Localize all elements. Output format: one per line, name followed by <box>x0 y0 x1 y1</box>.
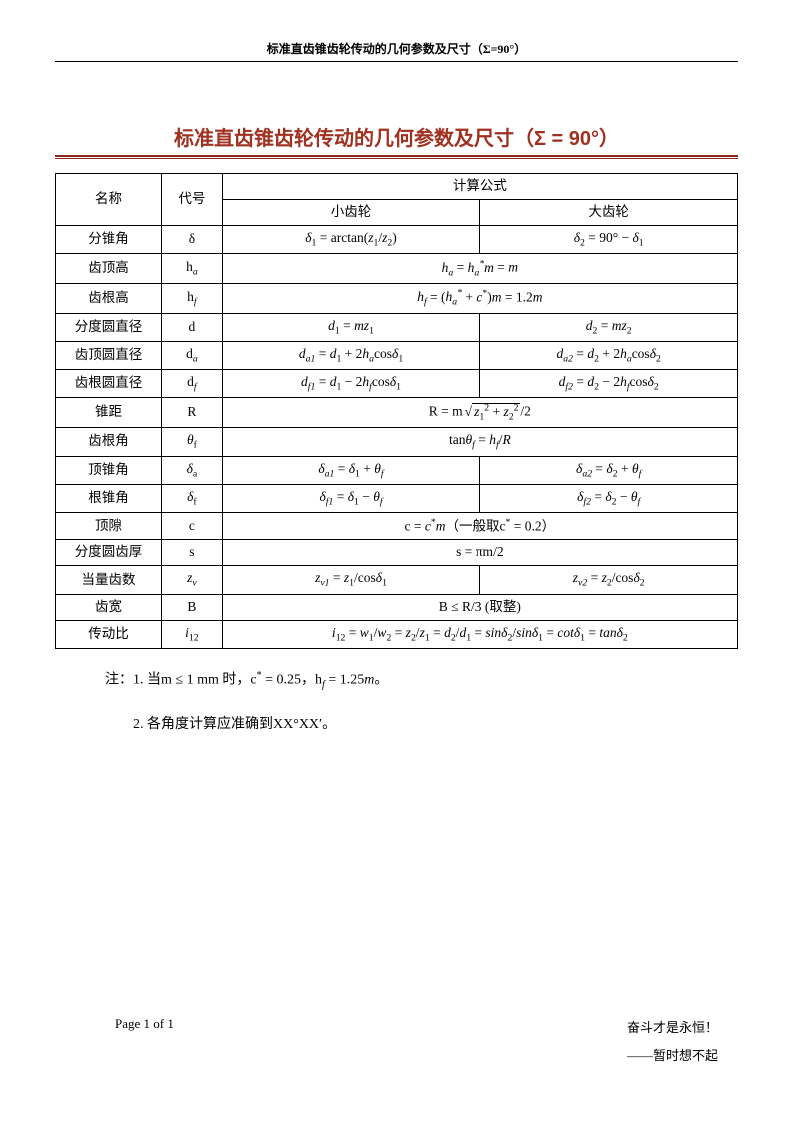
cell-sym: c <box>162 513 223 540</box>
th-formula: 计算公式 <box>222 174 737 200</box>
cell-big: δf2 = δ2 − θf <box>480 484 738 512</box>
cell-name: 齿根高 <box>56 283 162 313</box>
footer-signature: ——暂时想不起 <box>627 1044 718 1067</box>
cell-big: δ2 = 90° − δ1 <box>480 225 738 253</box>
footer-motto: 奋斗才是永恒！ <box>627 1016 718 1039</box>
cell-name: 传动比 <box>56 620 162 648</box>
cell-merged: tanθf = hf/R <box>222 428 737 456</box>
th-small: 小齿轮 <box>222 199 480 225</box>
table-row: 顶锥角 δa δa1 = δ1 + θf δa2 = δ2 + θf <box>56 456 738 484</box>
title-rule <box>55 155 738 159</box>
page-header: 标准直齿锥齿轮传动的几何参数及尺寸（Σ=90°） <box>55 40 738 62</box>
table-row: 当量齿数 zv zv1 = z1/cosδ1 zv2 = z2/cosδ2 <box>56 566 738 594</box>
cell-big: df2 = d2 − 2hfcosδ2 <box>480 370 738 398</box>
cell-big: δa2 = δ2 + θf <box>480 456 738 484</box>
cell-sym: hf <box>162 283 223 313</box>
cell-merged: ha = ha*m = m <box>222 254 737 284</box>
th-big: 大齿轮 <box>480 199 738 225</box>
parameters-table: 名称 代号 计算公式 小齿轮 大齿轮 分锥角 δ δ1 = arctan(z1/… <box>55 173 738 649</box>
table-row: 分锥角 δ δ1 = arctan(z1/z2) δ2 = 90° − δ1 <box>56 225 738 253</box>
document-title: 标准直齿锥齿轮传动的几何参数及尺寸（Σ = 90°） <box>55 122 738 151</box>
cell-sym: d <box>162 313 223 341</box>
cell-big: da2 = d2 + 2hacosδ2 <box>480 341 738 369</box>
cell-name: 顶锥角 <box>56 456 162 484</box>
table-row: 齿宽 B B ≤ R/3 (取整) <box>56 594 738 620</box>
table-row: 根锥角 δf δf1 = δ1 − θf δf2 = δ2 − θf <box>56 484 738 512</box>
cell-sym: ha <box>162 254 223 284</box>
cell-sym: zv <box>162 566 223 594</box>
cell-sym: δ <box>162 225 223 253</box>
cell-merged: s = πm/2 <box>222 540 737 566</box>
cell-name: 分度圆齿厚 <box>56 540 162 566</box>
cell-name: 顶隙 <box>56 513 162 540</box>
cell-sym: δa <box>162 456 223 484</box>
cell-name: 分度圆直径 <box>56 313 162 341</box>
cell-name: 当量齿数 <box>56 566 162 594</box>
cell-sym: da <box>162 341 223 369</box>
table-row: 齿顶高 ha ha = ha*m = m <box>56 254 738 284</box>
th-symbol: 代号 <box>162 174 223 226</box>
cell-small: d1 = mz1 <box>222 313 480 341</box>
page-number: Page 1 of 1 <box>115 1016 174 1032</box>
cell-name: 锥距 <box>56 398 162 428</box>
note-2: 2. 各角度计算应准确到XX°XX′。 <box>105 710 738 741</box>
cell-sym: δf <box>162 484 223 512</box>
cell-sym: df <box>162 370 223 398</box>
cell-name: 齿根圆直径 <box>56 370 162 398</box>
cell-name: 根锥角 <box>56 484 162 512</box>
cell-small: δf1 = δ1 − θf <box>222 484 480 512</box>
cell-small: df1 = d1 − 2hfcosδ1 <box>222 370 480 398</box>
cell-merged: B ≤ R/3 (取整) <box>222 594 737 620</box>
cell-sym: R <box>162 398 223 428</box>
cell-small: zv1 = z1/cosδ1 <box>222 566 480 594</box>
cell-merged: R = mz12 + z22/2 <box>222 398 737 428</box>
cell-name: 齿宽 <box>56 594 162 620</box>
table-row: 齿根圆直径 df df1 = d1 − 2hfcosδ1 df2 = d2 − … <box>56 370 738 398</box>
cell-merged: i12 = w1/w2 = z2/z1 = d2/d1 = sinδ2/sinδ… <box>222 620 737 648</box>
note-1: 注：1. 当m ≤ 1 mm 时，c* = 0.25，hf = 1.25m。 <box>105 665 738 697</box>
th-name: 名称 <box>56 174 162 226</box>
table-row: 顶隙 c c = c*m（一般取c* = 0.2） <box>56 513 738 540</box>
cell-small: da1 = d1 + 2hacosδ1 <box>222 341 480 369</box>
notes: 注：1. 当m ≤ 1 mm 时，c* = 0.25，hf = 1.25m。 2… <box>55 665 738 741</box>
cell-small: δa1 = δ1 + θf <box>222 456 480 484</box>
cell-name: 齿顶圆直径 <box>56 341 162 369</box>
table-row: 锥距 R R = mz12 + z22/2 <box>56 398 738 428</box>
table-row: 分度圆齿厚 s s = πm/2 <box>56 540 738 566</box>
cell-big: d2 = mz2 <box>480 313 738 341</box>
cell-merged: hf = (ha* + c*)m = 1.2m <box>222 283 737 313</box>
table-row: 分度圆直径 d d1 = mz1 d2 = mz2 <box>56 313 738 341</box>
cell-sym: i12 <box>162 620 223 648</box>
cell-merged: c = c*m（一般取c* = 0.2） <box>222 513 737 540</box>
cell-sym: θf <box>162 428 223 456</box>
table-row: 齿根高 hf hf = (ha* + c*)m = 1.2m <box>56 283 738 313</box>
cell-name: 齿根角 <box>56 428 162 456</box>
page-footer: Page 1 of 1 奋斗才是永恒！ ——暂时想不起 <box>0 1016 793 1067</box>
cell-name: 分锥角 <box>56 225 162 253</box>
cell-big: zv2 = z2/cosδ2 <box>480 566 738 594</box>
cell-sym: B <box>162 594 223 620</box>
cell-name: 齿顶高 <box>56 254 162 284</box>
table-row: 传动比 i12 i12 = w1/w2 = z2/z1 = d2/d1 = si… <box>56 620 738 648</box>
table-row: 齿顶圆直径 da da1 = d1 + 2hacosδ1 da2 = d2 + … <box>56 341 738 369</box>
table-row: 齿根角 θf tanθf = hf/R <box>56 428 738 456</box>
cell-small: δ1 = arctan(z1/z2) <box>222 225 480 253</box>
cell-sym: s <box>162 540 223 566</box>
